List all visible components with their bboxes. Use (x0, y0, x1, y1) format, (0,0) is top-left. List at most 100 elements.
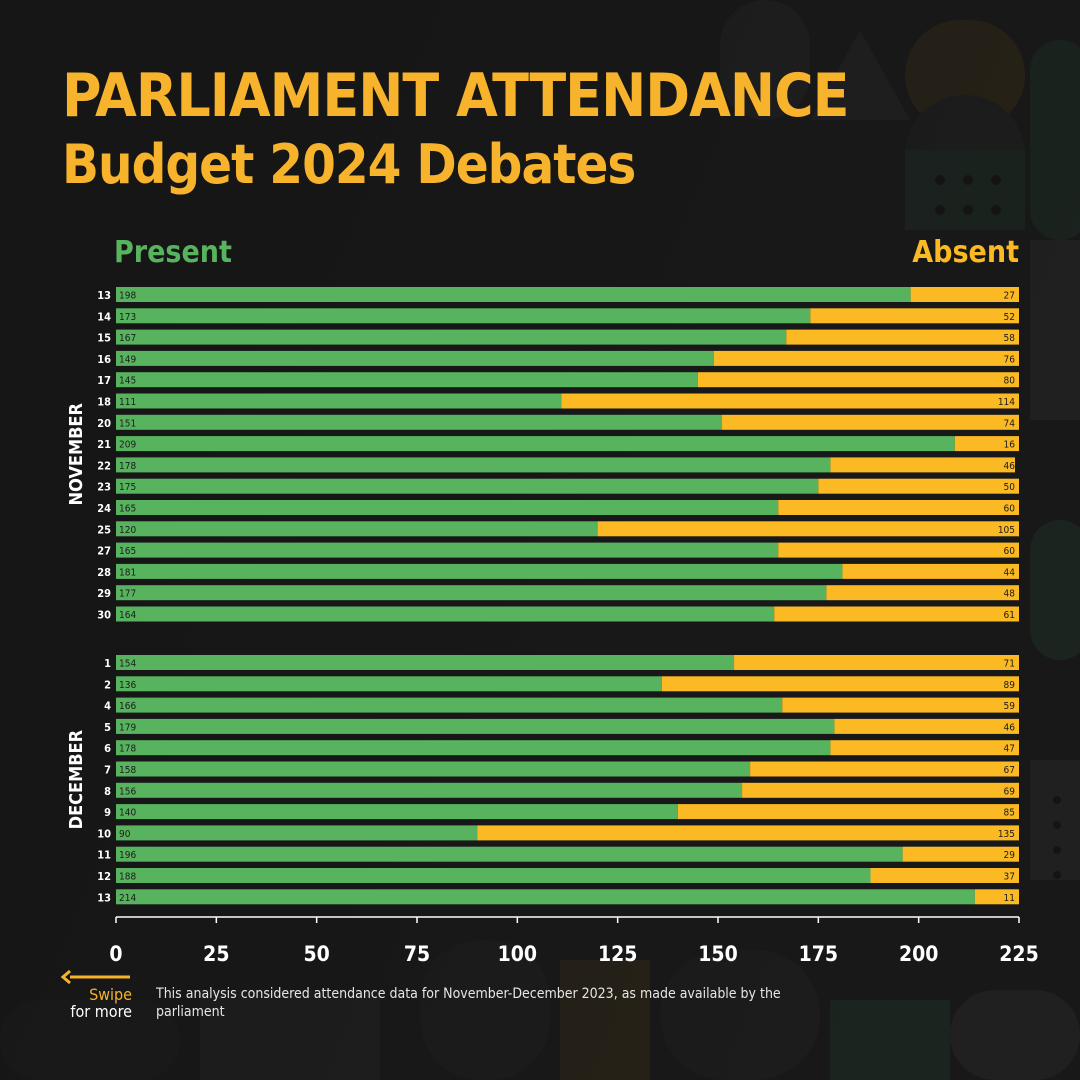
absent-value-label: 60 (1004, 504, 1016, 515)
absent-value-label: 48 (1004, 589, 1016, 600)
bar-present (116, 825, 478, 841)
absent-value-label: 60 (1004, 546, 1016, 557)
bar-present (116, 740, 831, 756)
bar-absent (778, 542, 1019, 558)
present-value-label: 196 (119, 850, 136, 861)
bar-absent (713, 350, 1019, 366)
bar-present (116, 697, 783, 713)
day-label: 5 (104, 721, 111, 734)
bar-present (116, 606, 775, 622)
absent-value-label: 89 (1004, 680, 1016, 691)
day-label: 10 (97, 827, 111, 840)
day-label: 13 (97, 891, 111, 904)
present-value-label: 167 (119, 333, 136, 344)
day-label: 2 (104, 678, 111, 691)
bar-present (116, 500, 779, 515)
bar-present (116, 308, 811, 324)
absent-value-label: 37 (1004, 872, 1015, 883)
day-label: 24 (97, 502, 111, 515)
bar-present (116, 393, 562, 409)
absent-value-label: 105 (998, 525, 1015, 536)
day-label: 12 (97, 870, 111, 883)
left-arrow-icon (60, 970, 130, 984)
present-value-label: 178 (119, 744, 136, 755)
present-value-label: 165 (119, 546, 136, 557)
day-label: 11 (97, 849, 111, 862)
present-value-label: 178 (119, 461, 136, 472)
absent-value-label: 114 (998, 397, 1015, 408)
bar-present (116, 804, 678, 820)
x-axis-tick-label: 150 (698, 942, 737, 966)
bar-present (116, 457, 831, 473)
bar-absent (974, 889, 1019, 905)
day-label: 16 (97, 353, 111, 366)
day-label: 14 (97, 310, 111, 323)
absent-value-label: 27 (1004, 291, 1015, 302)
absent-value-label: 16 (1004, 440, 1016, 451)
present-value-label: 214 (119, 893, 136, 904)
present-value-label: 181 (119, 567, 136, 578)
bar-absent (902, 846, 1019, 862)
day-label: 6 (104, 742, 111, 755)
day-label: 17 (97, 374, 111, 387)
bar-absent (750, 761, 1019, 777)
bar-absent (870, 868, 1019, 883)
bar-present (116, 868, 871, 883)
day-label: 28 (97, 566, 111, 579)
legend-present: Present (114, 235, 232, 270)
page-subtitle: Budget 2024 Debates (62, 133, 636, 196)
present-value-label: 166 (119, 701, 136, 712)
present-value-label: 145 (119, 376, 136, 387)
present-value-label: 173 (119, 312, 136, 323)
bar-absent (778, 500, 1019, 515)
bar-present (116, 542, 779, 558)
bar-absent (830, 457, 1015, 473)
present-value-label: 188 (119, 872, 136, 883)
absent-value-label: 46 (1004, 461, 1016, 472)
bar-present (116, 521, 598, 537)
bar-present (116, 655, 735, 670)
bar-present (116, 782, 743, 798)
present-value-label: 179 (119, 722, 136, 733)
bar-present (116, 676, 662, 692)
swipe-hint[interactable]: Swipe for more (58, 970, 132, 1020)
present-value-label: 198 (119, 291, 136, 302)
x-axis-tick-label: 225 (999, 942, 1038, 966)
present-value-label: 165 (119, 504, 136, 515)
bar-absent (954, 436, 1019, 452)
absent-value-label: 69 (1004, 786, 1016, 797)
present-value-label: 111 (119, 397, 136, 408)
day-label: 4 (104, 700, 111, 713)
bar-present (116, 563, 843, 579)
day-label: 25 (97, 523, 111, 536)
day-label: 21 (97, 438, 111, 451)
day-label: 13 (97, 289, 111, 302)
day-label: 27 (97, 545, 111, 558)
day-label: 20 (97, 417, 111, 430)
swipe-label: Swipe (89, 985, 132, 1004)
bar-absent (830, 740, 1019, 756)
bar-present (116, 478, 819, 494)
present-value-label: 149 (119, 354, 136, 365)
present-value-label: 140 (119, 808, 136, 819)
absent-value-label: 71 (1004, 659, 1015, 670)
absent-value-label: 80 (1004, 376, 1016, 387)
absent-value-label: 85 (1004, 808, 1015, 819)
bar-absent (734, 655, 1019, 670)
x-axis-tick-label: 200 (899, 942, 938, 966)
day-label: 15 (97, 332, 111, 345)
bar-absent (826, 585, 1019, 601)
bar-absent (722, 414, 1019, 430)
absent-value-label: 76 (1004, 354, 1016, 365)
day-label: 7 (104, 764, 111, 777)
present-value-label: 175 (119, 482, 136, 493)
bar-absent (842, 563, 1019, 579)
bar-present (116, 372, 698, 388)
bar-absent (834, 718, 1019, 734)
absent-value-label: 47 (1004, 744, 1015, 755)
absent-value-label: 59 (1004, 701, 1016, 712)
day-label: 8 (104, 785, 111, 798)
bar-absent (661, 676, 1019, 692)
day-label: 23 (97, 481, 111, 494)
